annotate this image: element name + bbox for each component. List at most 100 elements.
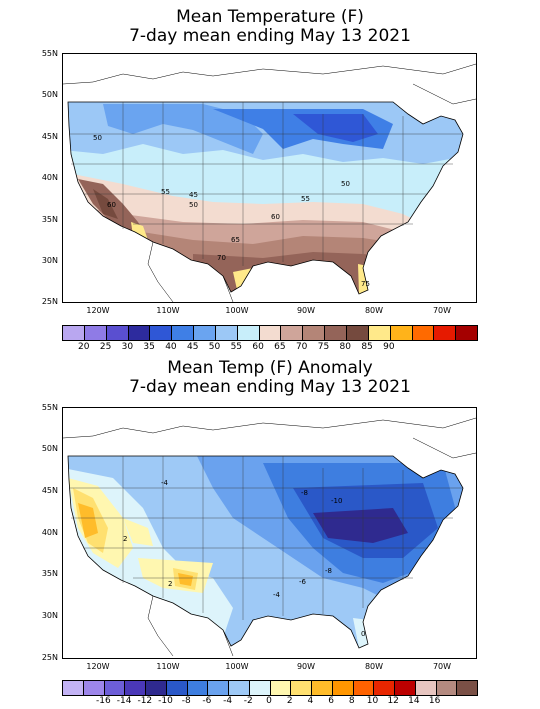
lat-label: 35N xyxy=(41,215,58,224)
lon-label: 90W xyxy=(296,306,316,315)
colorbar-label: 10 xyxy=(366,696,379,706)
colorbar-label: 90 xyxy=(383,342,395,352)
contour-label: -6 xyxy=(299,578,307,586)
colorbar-segment xyxy=(172,326,195,340)
colorbar-label: -16 xyxy=(96,696,111,706)
lat-label: 40N xyxy=(41,173,58,182)
colorbar-label: -4 xyxy=(223,696,233,706)
contour-label: 55 xyxy=(301,195,310,203)
colorbar-segment xyxy=(353,681,375,695)
colorbar-segment xyxy=(249,681,271,695)
lon-label: 110W xyxy=(156,306,180,315)
lat-label: 45N xyxy=(41,486,58,495)
colorbar-segment xyxy=(395,681,416,695)
contour-label: -10 xyxy=(331,497,342,505)
colorbar-segment xyxy=(281,326,304,340)
colorbar-label: 35 xyxy=(143,342,155,352)
contour-label: -4 xyxy=(273,591,281,599)
colorbar-label: 12 xyxy=(387,696,399,706)
contour-label: 60 xyxy=(271,213,280,221)
colorbar-segment xyxy=(374,681,395,695)
contour-label: 65 xyxy=(231,236,240,244)
anomaly-field xyxy=(63,417,476,657)
colorbar-segment xyxy=(128,326,151,340)
lat-label: 30N xyxy=(41,256,58,265)
colorbar-label: 8 xyxy=(348,696,355,706)
lat-label: 50N xyxy=(41,90,58,99)
colorbar-label: 2 xyxy=(286,696,293,706)
colorbar-segment xyxy=(390,326,413,340)
colorbar-segment xyxy=(125,681,146,695)
temperature-contour-labels: 50 55 45 50 50 55 60 60 65 70 75 xyxy=(93,134,370,288)
contour-label: -4 xyxy=(161,479,169,487)
colorbar-label: -10 xyxy=(158,696,173,706)
contour-label: -8 xyxy=(325,567,332,575)
colorbar-segment xyxy=(415,681,437,695)
colorbar-segment xyxy=(312,681,333,695)
contour-label: 60 xyxy=(107,201,116,209)
colorbar-segment xyxy=(368,326,391,340)
colorbar-label: 75 xyxy=(317,342,330,352)
colorbar-label: 4 xyxy=(307,696,314,706)
colorbar-label: 6 xyxy=(328,696,334,706)
contour-label: 50 xyxy=(341,180,350,188)
panel1-title-line2: 7-day mean ending May 13 2021 xyxy=(129,26,411,46)
contour-label: -8 xyxy=(301,489,308,497)
temperature-colorbar-labels: 20 25 30 35 40 45 50 55 60 65 70 75 80 85 90 xyxy=(62,342,476,354)
lon-label: 70W xyxy=(432,306,452,315)
panel2-title-line1: Mean Temp (F) Anomaly xyxy=(167,358,373,378)
colorbar-label: -2 xyxy=(243,696,253,706)
colorbar-segment xyxy=(346,326,369,340)
colorbar-label: 16 xyxy=(428,696,441,706)
lon-label: 100W xyxy=(225,662,249,671)
colorbar-label: 80 xyxy=(339,342,351,352)
contour-label: 50 xyxy=(93,134,102,142)
anomaly-colorbar xyxy=(62,680,478,696)
colorbar-segment xyxy=(208,681,229,695)
colorbar-segment xyxy=(270,681,292,695)
colorbar-segment xyxy=(187,681,209,695)
colorbar-segment xyxy=(83,681,105,695)
colorbar-segment xyxy=(237,326,260,340)
colorbar-segment xyxy=(215,326,238,340)
contour-label: 45 xyxy=(189,191,198,199)
colorbar-segment xyxy=(303,326,326,340)
colorbar-label: 14 xyxy=(408,696,420,706)
panel1-title-line1: Mean Temperature (F) xyxy=(176,7,364,27)
colorbar-label: -6 xyxy=(202,696,212,706)
colorbar-segment xyxy=(457,681,477,695)
colorbar-segment xyxy=(436,681,458,695)
colorbar-segment xyxy=(104,681,126,695)
lat-label: 55N xyxy=(41,49,58,58)
colorbar-segment xyxy=(194,326,216,340)
lon-label: 80W xyxy=(364,306,384,315)
lon-label: 120W xyxy=(86,306,110,315)
colorbar-label: 65 xyxy=(274,342,286,352)
lat-label: 35N xyxy=(41,569,58,578)
colorbar-label: 60 xyxy=(252,342,264,352)
colorbar-label: 55 xyxy=(230,342,243,352)
lon-label: 110W xyxy=(156,662,180,671)
temperature-map: 50 55 45 50 50 55 60 60 65 70 75 xyxy=(62,53,477,303)
contour-label: 0 xyxy=(361,630,365,638)
colorbar-label: -12 xyxy=(137,696,153,706)
colorbar-segment xyxy=(84,326,107,340)
colorbar-segment xyxy=(332,681,354,695)
colorbar-segment xyxy=(63,681,84,695)
lon-label: 120W xyxy=(86,662,110,671)
colorbar-segment xyxy=(63,326,85,340)
lat-label: 40N xyxy=(41,528,58,537)
contour-label: 2 xyxy=(123,535,127,543)
anomaly-map: -4 -8 -10 -6 -8 -4 2 2 0 xyxy=(62,407,477,659)
contour-label: 2 xyxy=(168,580,172,588)
contour-label: 50 xyxy=(189,201,198,209)
contour-label: 75 xyxy=(361,280,370,288)
colorbar-label: 40 xyxy=(165,342,177,352)
lat-label: 30N xyxy=(41,611,58,620)
anomaly-contour-labels: -4 -8 -10 -6 -8 -4 2 2 0 xyxy=(123,479,365,638)
colorbar-segment xyxy=(325,326,347,340)
lat-label: 55N xyxy=(41,403,58,412)
lon-label: 70W xyxy=(432,662,452,671)
colorbar-segment xyxy=(259,326,282,340)
lon-label: 90W xyxy=(296,662,316,671)
